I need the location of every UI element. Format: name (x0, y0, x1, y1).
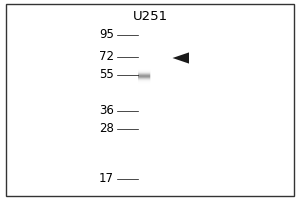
Text: 28: 28 (99, 122, 114, 136)
Text: U251: U251 (132, 10, 168, 23)
Text: 55: 55 (99, 68, 114, 82)
Text: 36: 36 (99, 104, 114, 117)
Text: 17: 17 (99, 172, 114, 186)
FancyBboxPatch shape (138, 4, 168, 196)
Polygon shape (172, 52, 189, 64)
Text: 72: 72 (99, 50, 114, 64)
Text: 95: 95 (99, 28, 114, 42)
